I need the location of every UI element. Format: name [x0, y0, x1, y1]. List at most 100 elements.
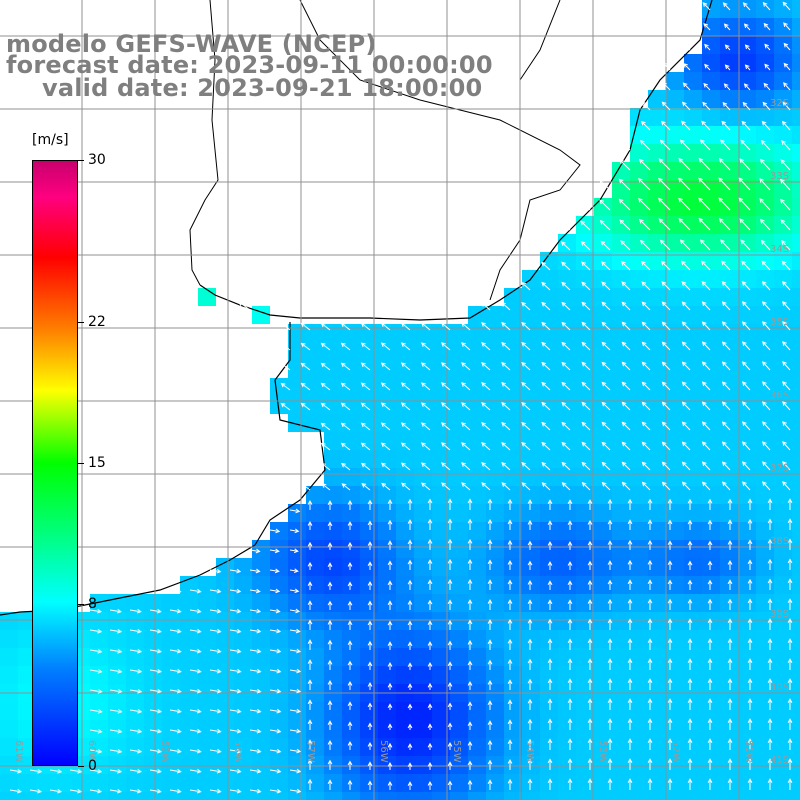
wind-speed-cell	[738, 306, 756, 324]
wind-vector-arrow	[327, 659, 333, 670]
wind-vector-arrow	[780, 159, 791, 171]
wind-vector-arrow	[441, 442, 451, 451]
wind-speed-cell	[432, 486, 450, 504]
wind-speed-cell	[702, 288, 720, 306]
wind-vector-arrow	[169, 688, 182, 694]
wind-speed-cell	[720, 234, 738, 252]
wind-vector-arrow	[327, 759, 333, 770]
wind-speed-cell	[504, 450, 522, 468]
wind-speed-cell	[738, 396, 756, 414]
wind-vector-arrow	[727, 758, 733, 770]
wind-vector-arrow	[627, 579, 633, 590]
wind-vector-arrow	[427, 518, 433, 530]
wind-vector-arrow	[229, 768, 242, 774]
wind-speed-cell	[738, 36, 756, 54]
wind-speed-cell	[486, 666, 504, 684]
wind-speed-cell	[648, 756, 666, 774]
wind-speed-cell	[378, 756, 396, 774]
wind-vector-arrow	[581, 261, 591, 271]
wind-speed-cell	[666, 522, 684, 540]
wind-speed-cell	[666, 234, 684, 252]
wind-vector-arrow	[567, 499, 573, 510]
wind-speed-cell	[756, 774, 774, 792]
wind-speed-cell	[234, 702, 252, 720]
wind-speed-cell	[144, 792, 162, 800]
wind-speed-cell	[576, 630, 594, 648]
wind-speed-cell	[18, 612, 36, 630]
wind-speed-cell	[630, 306, 648, 324]
wind-vector-arrow	[787, 598, 793, 610]
wind-speed-cell	[126, 720, 144, 738]
wind-speed-cell	[630, 522, 648, 540]
wind-speed-cell	[612, 288, 630, 306]
wind-speed-cell	[558, 432, 576, 450]
wind-vector-arrow	[680, 260, 691, 271]
wind-speed-cell	[720, 522, 738, 540]
wind-speed-cell	[702, 576, 720, 594]
wind-speed-cell	[576, 432, 594, 450]
wind-speed-cell	[702, 324, 720, 342]
wind-vector-arrow	[687, 638, 693, 650]
wind-speed-cell	[432, 792, 450, 800]
wind-speed-cell	[252, 612, 270, 630]
wind-speed-cell	[648, 648, 666, 666]
wind-vector-arrow	[561, 361, 571, 371]
wind-vector-arrow	[269, 648, 282, 654]
wind-speed-cell	[702, 198, 720, 216]
wind-vector-arrow	[638, 218, 651, 231]
wind-vector-arrow	[229, 708, 242, 714]
wind-speed-cell	[306, 558, 324, 576]
wind-vector-arrow	[527, 698, 533, 710]
wind-speed-cell	[468, 630, 486, 648]
wind-vector-arrow	[387, 540, 393, 550]
colorbar-tick-label: 22	[88, 313, 106, 330]
wind-vector-arrow	[541, 261, 551, 271]
wind-vector-arrow	[627, 678, 633, 690]
wind-vector-arrow	[761, 260, 771, 271]
wind-speed-cell	[684, 630, 702, 648]
wind-speed-cell	[774, 0, 792, 18]
wind-vector-arrow	[129, 668, 143, 674]
wind-speed-cell	[702, 90, 720, 108]
latitude-label: 34S	[770, 244, 789, 255]
wind-speed-cell	[432, 774, 450, 792]
wind-speed-cell	[324, 414, 342, 432]
wind-speed-cell	[684, 378, 702, 396]
wind-vector-arrow	[762, 321, 771, 331]
wind-speed-cell	[396, 558, 414, 576]
wind-vector-arrow	[327, 739, 333, 750]
wind-speed-cell	[378, 522, 396, 540]
wind-vector-arrow	[698, 217, 711, 231]
wind-speed-cell	[198, 630, 216, 648]
longitude-label: 55W	[451, 740, 462, 763]
wind-speed-cell	[702, 234, 720, 252]
wind-speed-cell	[594, 774, 612, 792]
wind-speed-cell	[756, 270, 774, 288]
wind-speed-cell	[450, 378, 468, 396]
wind-vector-arrow	[721, 441, 731, 451]
wind-vector-arrow	[718, 197, 731, 211]
wind-vector-arrow	[367, 722, 373, 730]
colorbar-tick-mark	[78, 463, 84, 464]
wind-speed-cell	[756, 234, 774, 252]
wind-speed-cell	[702, 72, 720, 90]
wind-vector-arrow	[701, 381, 711, 391]
wind-speed-cell	[468, 702, 486, 720]
wind-speed-cell	[684, 396, 702, 414]
wind-speed-cell	[738, 216, 756, 234]
wind-speed-cell	[486, 522, 504, 540]
wind-vector-arrow	[527, 540, 533, 550]
wind-vector-arrow	[367, 661, 373, 670]
wind-vector-arrow	[367, 702, 373, 710]
wind-speed-cell	[648, 576, 666, 594]
wind-vector-arrow	[647, 539, 653, 550]
wind-vector-arrow	[640, 139, 651, 151]
wind-speed-cell	[612, 738, 630, 756]
wind-vector-arrow	[547, 638, 553, 650]
wind-vector-arrow	[229, 728, 242, 734]
longitude-label: 53W	[597, 740, 608, 763]
wind-vector-arrow	[747, 698, 753, 710]
longitude-label: 51W	[743, 740, 754, 763]
wind-speed-cell	[486, 324, 504, 342]
